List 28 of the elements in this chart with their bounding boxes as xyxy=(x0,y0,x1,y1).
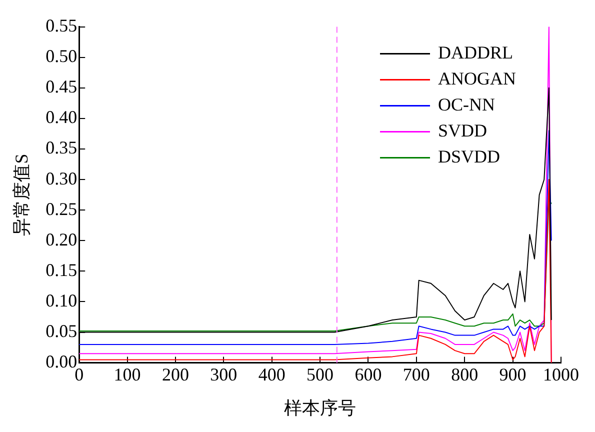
x-tick-label: 800 xyxy=(451,364,478,384)
x-tick-label: 300 xyxy=(210,364,238,384)
legend-label: DSVDD xyxy=(438,146,500,167)
y-tick-label: 0.25 xyxy=(46,198,78,219)
x-tick-label: 200 xyxy=(162,364,189,384)
x-tick-label: 700 xyxy=(402,364,430,384)
x-tick-label: 1000 xyxy=(543,364,579,384)
legend-label: SVDD xyxy=(438,120,488,141)
y-tick-label: 0.40 xyxy=(46,107,78,128)
y-axis-title: 异常度值S xyxy=(12,154,32,236)
y-tick-label: 0.35 xyxy=(46,138,78,158)
y-tick-label: 0.10 xyxy=(46,290,78,310)
x-tick-label: 400 xyxy=(258,364,286,384)
x-tick-label: 600 xyxy=(354,364,382,384)
y-tick-label: 0.45 xyxy=(46,76,78,97)
y-tick-label: 0.55 xyxy=(46,16,78,36)
legend-label: DADDRL xyxy=(438,42,514,63)
legend-label: ANOGAN xyxy=(438,68,516,89)
y-tick-label: 0.05 xyxy=(46,320,78,341)
x-tick-label: 100 xyxy=(114,364,141,384)
x-tick-label: 900 xyxy=(499,364,526,384)
y-tick-label: 0.20 xyxy=(46,229,78,250)
y-tick-label: 0.30 xyxy=(46,168,78,188)
y-tick-label: 0.50 xyxy=(46,46,78,66)
legend-label: OC-NN xyxy=(438,94,496,115)
x-tick-label: 500 xyxy=(306,364,334,384)
y-tick-label: 0.15 xyxy=(46,260,78,280)
x-axis-title: 样本序号 xyxy=(284,398,356,418)
